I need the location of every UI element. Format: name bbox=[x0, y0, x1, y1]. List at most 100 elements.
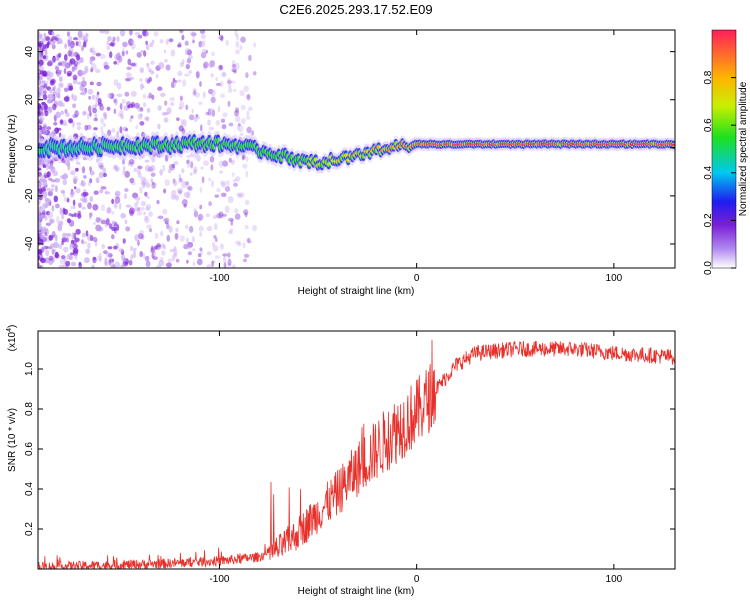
spectrogram-noise-dot bbox=[128, 259, 133, 266]
spectrogram-noise-dot bbox=[203, 61, 209, 69]
spectrogram-noise-dot bbox=[52, 234, 55, 239]
spectrogram-noise-dot bbox=[240, 118, 246, 125]
spectrogram-noise-dot bbox=[58, 40, 64, 45]
spectrogram-noise-dot bbox=[43, 184, 48, 188]
spectrogram-noise-dot bbox=[50, 166, 54, 170]
spectrogram-noise-dot bbox=[63, 208, 68, 215]
spectrogram-noise-dot bbox=[150, 70, 155, 75]
spectrogram-noise-dot bbox=[168, 38, 174, 43]
spectrogram-noise-dot bbox=[237, 193, 243, 199]
spectrogram-noise-dot bbox=[76, 161, 81, 165]
spectrogram-noise-dot bbox=[200, 40, 206, 44]
spectrogram-noise-dot bbox=[156, 243, 162, 248]
spectrogram-noise-dot bbox=[81, 232, 86, 238]
spectrogram-noise-dot bbox=[137, 106, 141, 113]
spectrogram-noise-dot bbox=[52, 95, 55, 100]
spectrogram-noise-dot bbox=[197, 253, 202, 258]
spectrogram-noise-dot bbox=[82, 76, 85, 81]
spectrogram-noise-dot bbox=[117, 56, 122, 62]
spectrogram-noise-dot bbox=[186, 259, 189, 264]
snr-x-label: Height of straight line (km) bbox=[298, 586, 415, 597]
spectrogram-noise-dot bbox=[125, 226, 131, 232]
spectrogram-noise-dot bbox=[109, 258, 115, 263]
spectrogram-noise-dot bbox=[47, 190, 53, 197]
spectrogram-noise-dot bbox=[39, 70, 45, 75]
spectrogram-noise-dot bbox=[42, 55, 47, 59]
spectrogram-noise-dot bbox=[98, 217, 103, 221]
spectrogram-noise-dot bbox=[93, 190, 99, 195]
spectrogram-noise-dot bbox=[188, 70, 192, 74]
spectrogram-noise-dot bbox=[90, 69, 93, 73]
spectrogram-noise-dot bbox=[80, 192, 87, 198]
spectrogram-noise-dot bbox=[225, 39, 229, 46]
spectrogram-noise-dot bbox=[111, 211, 115, 215]
spectrogram-noise-dot bbox=[67, 87, 73, 91]
spectrogram-noise-dot bbox=[63, 53, 68, 62]
spectrogram-noise-dot bbox=[244, 225, 249, 230]
spectrogram-noise-dot bbox=[122, 47, 125, 55]
spectrogram-noise-dot bbox=[210, 89, 216, 97]
spectrogram-y-tick-label: 20 bbox=[24, 94, 35, 106]
spectrogram-noise-dot bbox=[205, 49, 208, 54]
spectrogram-noise-dot bbox=[184, 224, 189, 230]
spectrogram-noise-dot bbox=[214, 194, 220, 198]
spectrogram-noise-dot bbox=[194, 117, 198, 123]
spectrogram-noise-dot bbox=[120, 30, 126, 37]
spectrogram-noise-dot bbox=[199, 186, 203, 193]
spectrogram-noise-dot bbox=[67, 39, 71, 47]
spectrogram-noise-dot bbox=[85, 33, 89, 38]
spectrogram-noise-dot bbox=[192, 39, 195, 44]
spectrogram-noise-dot bbox=[208, 88, 214, 95]
spectrogram-noise-dot bbox=[47, 71, 51, 77]
spectrogram-noise-dot bbox=[57, 62, 63, 66]
spectrogram-noise-dot bbox=[76, 125, 81, 131]
spectrogram-noise-dot bbox=[86, 112, 90, 120]
spectrogram-noise-dot bbox=[168, 225, 173, 233]
spectrogram-noise-dot bbox=[192, 248, 196, 252]
snr-x-tick-label: 0 bbox=[414, 574, 420, 585]
snr-frame bbox=[37, 330, 676, 570]
spectrogram-noise-dot bbox=[222, 71, 226, 78]
spectrogram-noise-dot bbox=[68, 85, 74, 91]
spectrogram-noise-dot bbox=[92, 256, 97, 264]
spectrogram-x-tick-label: 100 bbox=[606, 273, 623, 284]
spectrogram-noise-dot bbox=[38, 34, 43, 39]
spectrogram-noise-dot bbox=[42, 94, 48, 101]
spectrogram-noise-dot bbox=[129, 116, 133, 123]
spectrogram-noise-dot bbox=[39, 174, 45, 180]
spectrogram-noise-dot bbox=[74, 186, 77, 190]
spectrogram-noise-dot bbox=[42, 245, 46, 250]
spectrogram-noise-dot bbox=[82, 199, 88, 204]
spectrogram-noise-dot bbox=[113, 108, 117, 114]
spectrogram-noise-dot bbox=[183, 191, 190, 198]
spectrogram-noise-dot bbox=[238, 124, 244, 133]
spectrogram-noise-dot bbox=[176, 220, 180, 225]
spectrogram-noise-dot bbox=[211, 260, 214, 267]
spectrogram-noise-dot bbox=[110, 40, 116, 48]
spectrogram-noise-dot bbox=[221, 213, 227, 217]
spectrogram-noise-dot bbox=[38, 42, 41, 47]
spectrogram-noise-dot bbox=[144, 216, 150, 224]
spectrogram-noise-dot bbox=[237, 122, 241, 127]
spectrogram-noise-dot bbox=[102, 172, 107, 178]
spectrogram-noise-dot bbox=[128, 159, 135, 165]
spectrogram-noise-dot bbox=[52, 170, 59, 177]
spectrogram-noise-dot bbox=[70, 193, 74, 198]
spectrogram-noise-dot bbox=[79, 33, 84, 38]
spectrogram-noise-dot bbox=[67, 50, 72, 57]
spectrogram-noise-dot bbox=[224, 186, 231, 192]
spectrogram-noise-dot bbox=[72, 114, 78, 119]
spectrogram-noise-dot bbox=[38, 219, 41, 226]
spectrogram-noise-dot bbox=[125, 50, 129, 55]
spectrogram-noise-dot bbox=[123, 193, 128, 200]
spectrogram-noise-dot bbox=[65, 260, 71, 267]
spectrogram-noise-dot bbox=[76, 61, 81, 65]
spectrogram-noise-dot bbox=[137, 232, 144, 240]
spectrogram-noise-dot bbox=[64, 174, 68, 179]
spectrogram-ridge bbox=[38, 130, 675, 175]
spectrogram-noise-dot bbox=[246, 237, 251, 244]
spectrogram-noise-dot bbox=[150, 172, 156, 177]
spectrogram-noise-dot bbox=[226, 180, 230, 186]
spectrogram-noise-dot bbox=[165, 64, 171, 71]
spectrogram-noise-dot bbox=[45, 249, 50, 257]
